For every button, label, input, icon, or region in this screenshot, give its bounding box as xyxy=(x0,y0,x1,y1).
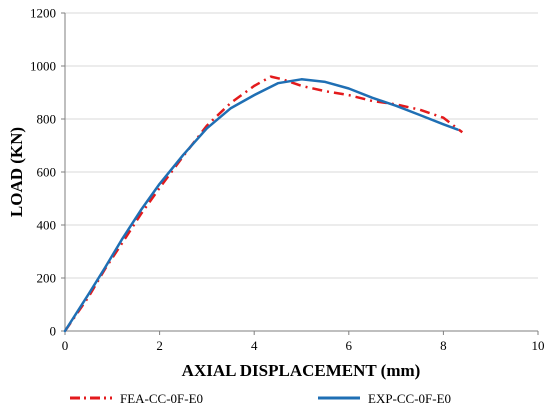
x-tick-label: 8 xyxy=(440,338,447,353)
grid-lines xyxy=(65,12,538,279)
legend: FEA-CC-0F-E0 EXP-CC-0F-E0 xyxy=(70,391,451,406)
x-axis-title: AXIAL DISPLACEMENT (mm) xyxy=(182,361,421,380)
y-tick-label: 600 xyxy=(37,165,57,180)
y-tick-label: 200 xyxy=(37,271,57,286)
series-line-fea xyxy=(63,75,464,332)
x-tick-label: 2 xyxy=(156,338,163,353)
legend-label-fea: FEA-CC-0F-E0 xyxy=(120,391,203,406)
legend-label-exp: EXP-CC-0F-E0 xyxy=(368,391,451,406)
y-tick-label: 800 xyxy=(37,112,57,127)
x-tick-label: 10 xyxy=(532,338,545,353)
y-tick-label: 0 xyxy=(50,324,57,339)
y-tick-label: 400 xyxy=(37,218,57,233)
x-tick-label: 0 xyxy=(62,338,69,353)
series-lines xyxy=(63,75,464,333)
y-tick-label: 1000 xyxy=(30,59,56,74)
series-line-exp xyxy=(63,78,459,333)
y-tick-label: 1200 xyxy=(30,6,56,21)
y-axis-title: LOAD (KN) xyxy=(7,127,26,217)
x-tick-label: 6 xyxy=(346,338,353,353)
x-tick-label: 4 xyxy=(251,338,258,353)
tick-labels: 0 200 400 600 800 1000 1200 0 2 4 6 8 10 xyxy=(30,6,545,354)
